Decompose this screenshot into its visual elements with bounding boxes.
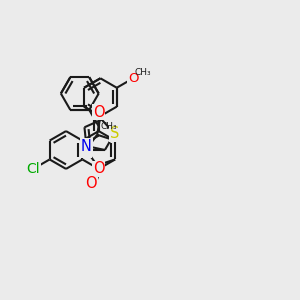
Text: Cl: Cl — [26, 162, 40, 176]
Text: O: O — [85, 176, 97, 191]
Text: CH₃: CH₃ — [135, 68, 151, 77]
Text: N: N — [81, 139, 92, 154]
Text: O: O — [93, 161, 104, 176]
Text: O: O — [128, 72, 138, 85]
Text: CH₃: CH₃ — [100, 122, 117, 131]
Text: O: O — [93, 105, 104, 120]
Text: N: N — [81, 142, 92, 158]
Text: S: S — [110, 126, 119, 141]
